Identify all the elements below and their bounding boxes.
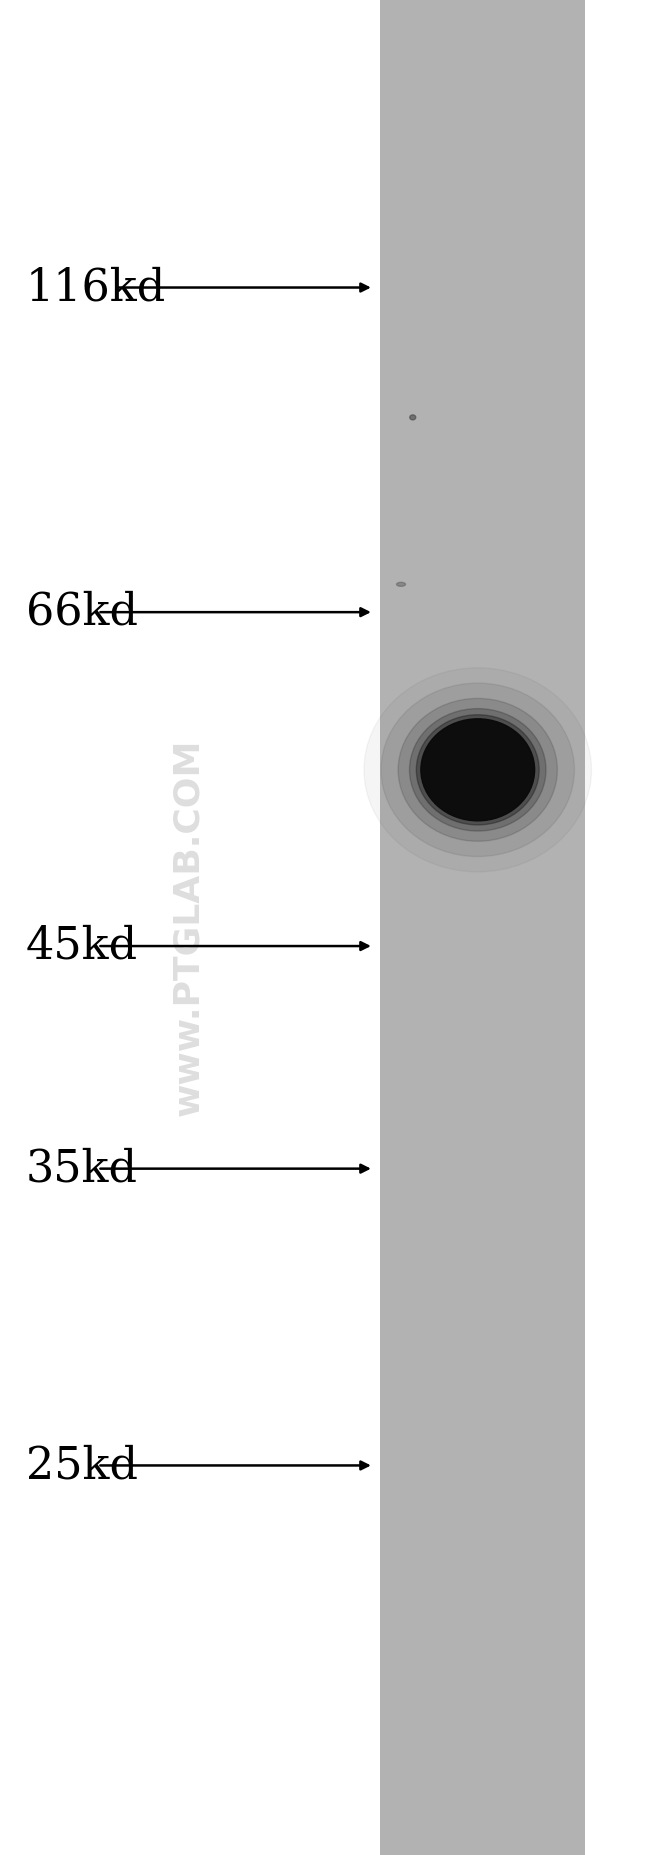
Ellipse shape — [410, 416, 416, 419]
Text: www.PTGLAB.COM: www.PTGLAB.COM — [172, 738, 205, 1117]
Ellipse shape — [416, 714, 539, 825]
Text: 116kd: 116kd — [26, 265, 166, 310]
Ellipse shape — [381, 683, 575, 857]
Ellipse shape — [396, 582, 406, 586]
Text: 35kd: 35kd — [26, 1146, 138, 1191]
Bar — [380, 0, 585, 1855]
Text: 25kd: 25kd — [26, 1443, 138, 1488]
Ellipse shape — [410, 709, 546, 831]
Ellipse shape — [421, 718, 534, 820]
Ellipse shape — [398, 697, 558, 840]
Text: 66kd: 66kd — [26, 590, 138, 634]
Text: 45kd: 45kd — [26, 924, 138, 968]
Bar — [585, 0, 650, 1855]
